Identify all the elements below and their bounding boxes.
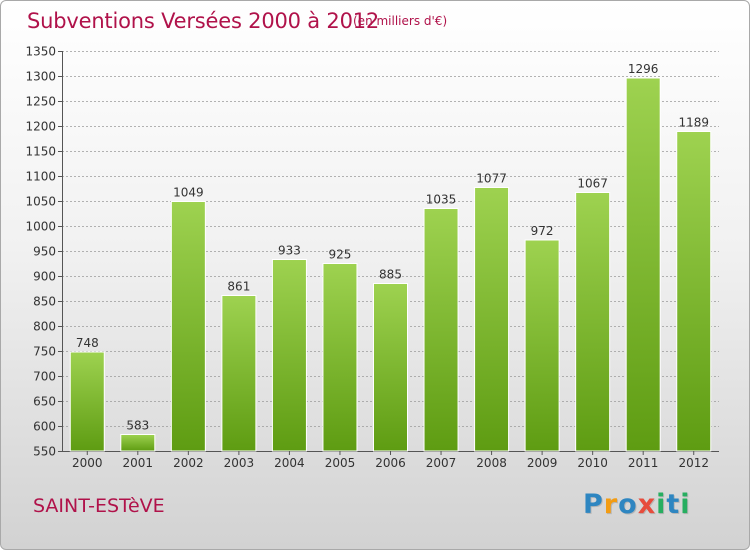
bar-2003: [221, 295, 257, 452]
y-tick-label: 950: [33, 245, 56, 259]
y-tick-label: 550: [33, 445, 56, 459]
data-label: 861: [227, 280, 250, 294]
data-label: 972: [531, 224, 554, 238]
bar-2011: [625, 77, 661, 452]
commune-name: SAINT-ESTèVE: [33, 495, 165, 517]
bar-2005: [322, 263, 358, 452]
x-tick-label: 2010: [577, 456, 608, 470]
chart-subtitle: (en milliers d'€): [353, 14, 448, 28]
proxiti-logo: Proxiti: [583, 489, 691, 520]
data-label: 1189: [678, 116, 709, 130]
data-label: 748: [76, 336, 99, 350]
logo-letter: o: [618, 489, 638, 520]
y-tick-label: 1100: [25, 170, 56, 184]
x-tick-label: 2005: [325, 456, 356, 470]
bar-2004: [271, 259, 307, 452]
logo-letter: P: [583, 489, 604, 520]
data-labels: 748 583 1049 861 933 925 885 1035 1077 972 1067 129…: [76, 62, 709, 433]
y-tick-label: 650: [33, 395, 56, 409]
y-tick-label: 1250: [25, 95, 56, 109]
y-tick-label: 800: [33, 320, 56, 334]
y-tick-label: 600: [33, 420, 56, 434]
bars: [69, 77, 712, 452]
x-tick-label: 2006: [375, 456, 406, 470]
x-tick-label: 2003: [224, 456, 255, 470]
x-tick-label: 2002: [173, 456, 204, 470]
bar-2010: [575, 192, 611, 452]
x-tick-label: 2000: [72, 456, 103, 470]
y-tick-label: 1150: [25, 145, 56, 159]
data-label: 1035: [426, 193, 457, 207]
data-label: 925: [329, 248, 352, 262]
bar-2002: [170, 201, 206, 452]
data-label: 1067: [577, 177, 608, 191]
y-axis-ticks: 550 600 650 700 750 800 850 900 950 1000 1050 1100 1…: [25, 45, 62, 459]
data-label: 583: [126, 419, 149, 433]
y-tick-label: 700: [33, 370, 56, 384]
bar-2006: [373, 283, 408, 452]
bar-2001: [120, 434, 156, 452]
x-tick-label: 2007: [426, 456, 457, 470]
y-tick-label: 1300: [25, 70, 56, 84]
logo-letter: x: [637, 489, 657, 520]
y-tick-label: 1000: [25, 220, 56, 234]
bar-2009: [524, 239, 560, 452]
x-tick-label: 2001: [123, 456, 154, 470]
x-tick-label: 2009: [527, 456, 558, 470]
bar-2008: [474, 187, 510, 452]
x-tick-label: 2008: [476, 456, 507, 470]
bar-2000: [69, 351, 105, 452]
x-axis-ticks: 2000 2001 2002 2003 2004 2005 2006 2007 2008 2009…: [72, 451, 709, 470]
y-tick-label: 1350: [25, 45, 56, 59]
x-tick-label: 2004: [274, 456, 305, 470]
chart-title: Subventions Versées 2000 à 2012: [27, 9, 380, 33]
y-tick-label: 1200: [25, 120, 56, 134]
logo-letter: r: [603, 489, 619, 520]
y-tick-label: 900: [33, 270, 56, 284]
y-tick-label: 750: [33, 345, 56, 359]
logo-letter: i: [680, 489, 691, 520]
logo-letter: i: [656, 489, 667, 520]
bar-2007: [423, 208, 459, 452]
data-label: 933: [278, 244, 301, 258]
data-label: 1077: [476, 172, 507, 186]
bar-2012: [676, 131, 712, 452]
data-label: 1049: [173, 186, 204, 200]
y-tick-label: 850: [33, 295, 56, 309]
data-label: 1296: [628, 62, 659, 76]
x-tick-label: 2012: [678, 456, 709, 470]
logo-letter: t: [666, 489, 681, 520]
data-label: 885: [379, 268, 402, 282]
x-tick-label: 2011: [628, 456, 659, 470]
y-tick-label: 1050: [25, 195, 56, 209]
